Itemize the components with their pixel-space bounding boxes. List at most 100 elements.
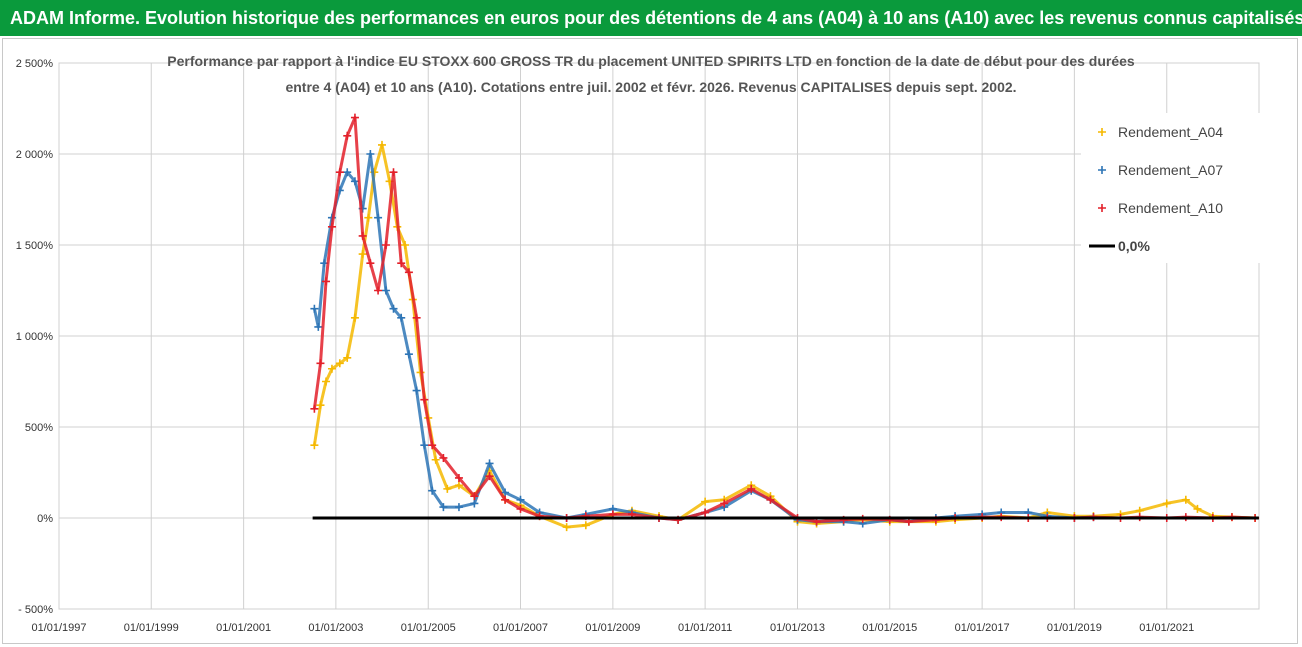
data-point	[470, 499, 479, 508]
data-point	[454, 503, 463, 512]
chart-data-marks	[310, 113, 1260, 532]
data-point	[1162, 499, 1171, 508]
data-point	[389, 304, 398, 313]
chart-subtitle-line-2: entre 4 (A04) et 10 ans (A10). Cotations…	[285, 79, 1016, 95]
y-tick-label: 2 000%	[16, 149, 54, 161]
y-tick-label: 2 500%	[16, 58, 54, 70]
legend-label: 0,0%	[1118, 238, 1150, 254]
data-point	[701, 497, 710, 506]
data-point	[431, 455, 440, 464]
data-point	[428, 486, 437, 495]
x-tick-label: 01/01/2001	[216, 622, 271, 634]
data-point	[485, 459, 494, 468]
data-point	[350, 313, 359, 322]
x-tick-label: 01/01/2019	[1047, 622, 1102, 634]
x-tick-label: 01/01/2013	[770, 622, 825, 634]
data-point	[310, 304, 319, 313]
data-point	[397, 259, 406, 268]
data-point	[322, 377, 331, 386]
x-tick-label: 01/01/2007	[493, 622, 548, 634]
report-title: ADAM Informe. Evolution historique des p…	[10, 8, 1302, 28]
data-point	[439, 503, 448, 512]
data-point	[343, 353, 352, 362]
data-point	[420, 395, 429, 404]
x-tick-label: 01/01/2015	[862, 622, 917, 634]
data-point	[404, 350, 413, 359]
data-point	[374, 213, 383, 222]
x-tick-label: 01/01/2009	[585, 622, 640, 634]
series-trace	[312, 152, 1094, 525]
legend-item: 0,0%	[1089, 238, 1150, 254]
data-point	[314, 322, 323, 331]
x-tick-label: 01/01/2005	[401, 622, 456, 634]
data-point	[358, 250, 367, 259]
data-point	[439, 453, 448, 462]
data-point	[335, 168, 344, 177]
x-tick-label: 01/01/2003	[308, 622, 363, 634]
data-point	[343, 168, 352, 177]
y-tick-label: 1 500%	[16, 240, 54, 252]
y-tick-label: 0%	[37, 513, 53, 525]
data-point	[350, 177, 359, 186]
data-point	[381, 286, 390, 295]
data-point	[562, 523, 571, 532]
data-point	[720, 499, 729, 508]
data-point	[516, 495, 525, 504]
report-banner: ADAM Informe. Evolution historique des p…	[0, 0, 1302, 36]
legend-label: Rendement_A04	[1118, 124, 1223, 140]
chart-axis-ticks: 2 500% 2 000% 1 500% 1 000% 500% 0% - 500% 01/0…	[16, 58, 1195, 634]
data-point	[366, 259, 375, 268]
data-point	[501, 495, 510, 504]
data-point	[420, 441, 429, 450]
data-point	[1193, 504, 1202, 513]
legend-background	[1081, 113, 1277, 263]
y-tick-label: - 500%	[18, 604, 53, 616]
data-point	[400, 241, 409, 249]
x-tick-label: 01/01/2017	[955, 622, 1010, 634]
data-point	[364, 213, 373, 222]
data-point	[747, 484, 756, 493]
data-point	[404, 268, 413, 277]
data-point	[310, 441, 319, 450]
data-point	[443, 484, 452, 493]
data-point	[310, 404, 319, 413]
performance-chart: 2 500% 2 000% 1 500% 1 000% 500% 0% - 500% 01/0…	[16, 53, 1277, 634]
legend-item: Rendement_A10	[1098, 200, 1223, 216]
legend-swatch	[1098, 166, 1106, 174]
y-tick-label: 500%	[25, 422, 53, 434]
legend-label: Rendement_A10	[1118, 200, 1223, 216]
x-tick-label: 01/01/2021	[1139, 622, 1194, 634]
legend-label: Rendement_A07	[1118, 162, 1223, 178]
legend-item: Rendement_A04	[1098, 124, 1223, 140]
data-point	[316, 359, 325, 368]
data-point	[701, 508, 710, 517]
chart-subtitle-line-1: Performance par rapport à l'indice EU ST…	[167, 53, 1135, 69]
data-point	[581, 521, 590, 530]
data-point	[470, 492, 479, 501]
data-point	[389, 168, 398, 177]
legend-swatch	[1098, 204, 1106, 212]
y-tick-label: 1 000%	[16, 331, 54, 343]
legend-swatch	[1098, 128, 1106, 136]
legend-item: Rendement_A07	[1098, 162, 1223, 178]
data-point	[381, 241, 390, 249]
data-point	[397, 313, 406, 322]
x-tick-label: 01/01/2011	[678, 622, 732, 634]
data-point	[377, 140, 386, 149]
data-point	[516, 504, 525, 513]
data-point	[358, 231, 367, 240]
chart-subtitle: Performance par rapport à l'indice EU ST…	[167, 53, 1135, 95]
data-point	[335, 359, 344, 368]
chart-frame: 2 500% 2 000% 1 500% 1 000% 500% 0% - 500% 01/0…	[2, 38, 1298, 644]
data-point	[1181, 495, 1190, 504]
data-point	[374, 286, 383, 295]
data-point	[316, 401, 325, 410]
data-point	[350, 113, 359, 122]
data-point	[412, 386, 421, 395]
data-point	[366, 150, 375, 158]
data-point	[454, 481, 463, 490]
chart-legend: Rendement_A04 Rendement_A07 Rendement_A10 0…	[1081, 113, 1277, 263]
x-tick-label: 01/01/1999	[124, 622, 179, 634]
data-point	[766, 495, 775, 504]
data-point	[412, 313, 421, 322]
